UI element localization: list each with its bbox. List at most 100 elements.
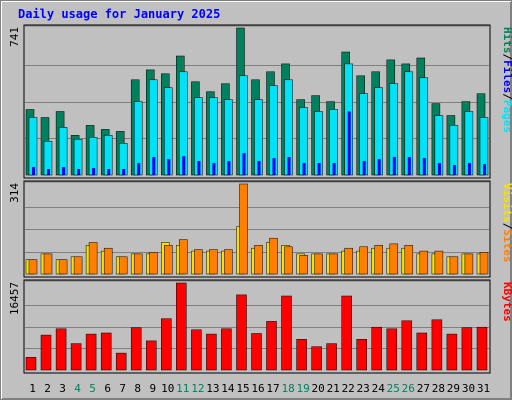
x-tick-label-day-3: 3: [59, 382, 66, 395]
x-tick-label-day-25: 25: [387, 382, 400, 395]
x-tick-label-day-23: 23: [357, 382, 370, 395]
legend-item-files: Files: [501, 60, 512, 93]
bar-pages-day-11: [182, 156, 186, 175]
bar-pages-day-12: [197, 161, 201, 175]
bar-pages-day-30: [467, 163, 471, 175]
x-tick-label-day-26: 26: [402, 382, 415, 395]
bar-kbytes-day-13: [206, 333, 217, 371]
x-tick-label-day-15: 15: [236, 382, 249, 395]
x-tick-label-day-18: 18: [281, 382, 294, 395]
legend-item-hits: Hits: [501, 27, 512, 54]
x-tick-label-day-28: 28: [432, 382, 445, 395]
bar-pages-day-16: [257, 161, 261, 175]
bar-kbytes-day-12: [191, 329, 202, 371]
bar-kbytes-day-23: [356, 339, 367, 371]
bar-pages-day-19: [302, 163, 306, 175]
bar-kbytes-day-15: [236, 294, 247, 371]
legend-hits-files-pages: Hits/Files/Pages: [501, 27, 512, 133]
bar-kbytes-day-26: [401, 320, 413, 371]
bar-kbytes-day-24: [371, 326, 382, 371]
legend-item-visits: Visits: [501, 183, 512, 223]
x-tick-label-day-24: 24: [372, 382, 386, 395]
x-tick-label-day-7: 7: [119, 382, 126, 395]
bar-kbytes-day-16: [251, 333, 262, 371]
x-tick-label-day-22: 22: [342, 382, 355, 395]
max-label-kbytes: 16457: [8, 282, 21, 315]
bar-sites-day-31: [479, 252, 489, 275]
bar-sites-day-26: [404, 245, 414, 275]
x-tick-label-day-1: 1: [29, 382, 36, 395]
bar-kbytes-day-3: [55, 328, 67, 371]
x-tick-label-day-12: 12: [191, 382, 204, 395]
x-tick-label-day-5: 5: [89, 382, 96, 395]
x-tick-label-day-16: 16: [251, 382, 264, 395]
bar-kbytes-day-30: [461, 327, 473, 371]
bar-pages-day-24: [377, 159, 381, 175]
bar-sites-day-15: [239, 183, 248, 275]
bar-sites-day-9: [149, 252, 158, 275]
bar-sites-day-5: [88, 242, 98, 275]
bar-kbytes-day-18: [281, 295, 292, 371]
bar-sites-day-23: [359, 246, 368, 275]
bar-sites-day-27: [419, 250, 429, 275]
x-tick-label-day-4: 4: [74, 382, 81, 395]
bar-kbytes-day-6: [100, 332, 112, 371]
bar-pages-day-4: [77, 169, 81, 175]
legend-separator: /: [501, 223, 512, 230]
max-label-visits-sites: 314: [8, 183, 21, 203]
bar-sites-day-16: [254, 245, 263, 275]
bar-pages-day-28: [437, 163, 441, 175]
bar-kbytes-day-19: [296, 339, 307, 371]
bar-sites-day-24: [374, 245, 383, 275]
bar-kbytes-day-4: [70, 343, 82, 371]
bar-pages-day-29: [452, 165, 456, 175]
x-tick-label-day-17: 17: [266, 382, 279, 395]
bar-pages-day-25: [392, 157, 396, 175]
bar-kbytes-day-2: [40, 334, 52, 371]
bar-kbytes-day-8: [130, 327, 142, 371]
bar-pages-day-14: [227, 161, 231, 175]
bar-sites-day-2: [43, 253, 53, 275]
bar-pages-day-6: [107, 169, 111, 175]
bar-sites-day-18: [284, 246, 293, 275]
bar-sites-day-29: [449, 256, 459, 275]
bar-kbytes-day-14: [221, 328, 232, 371]
x-tick-label-day-13: 13: [206, 382, 219, 395]
bar-pages-day-20: [317, 163, 321, 175]
bar-sites-day-11: [179, 239, 188, 275]
bar-sites-day-6: [103, 247, 113, 275]
x-tick-label-day-30: 30: [462, 382, 475, 395]
bar-pages-day-5: [92, 168, 96, 175]
x-tick-label-day-11: 11: [176, 382, 189, 395]
legend-item-pages: Pages: [501, 100, 512, 133]
bar-sites-day-22: [344, 247, 353, 275]
bar-sites-day-8: [133, 253, 143, 275]
bar-kbytes-day-29: [446, 333, 458, 371]
bar-kbytes-day-1: [25, 357, 37, 371]
bar-sites-day-19: [299, 255, 308, 275]
bar-kbytes-day-7: [115, 352, 127, 371]
legend-kbytes: KBytes: [501, 282, 512, 322]
bar-kbytes-day-20: [311, 346, 322, 371]
bar-kbytes-day-11: [176, 282, 187, 371]
chart-title: Daily usage for January 2025: [18, 7, 221, 21]
x-tick-label-day-14: 14: [221, 382, 235, 395]
x-tick-label-day-21: 21: [327, 382, 340, 395]
legend-separator: /: [501, 54, 512, 61]
x-tick-label-day-27: 27: [417, 382, 430, 395]
bar-sites-day-20: [314, 253, 323, 275]
bar-pages-day-27: [422, 158, 426, 175]
bar-sites-day-1: [28, 259, 38, 275]
bar-pages-day-15: [242, 153, 246, 175]
bar-pages-day-1: [32, 167, 35, 175]
bar-sites-day-10: [164, 245, 173, 275]
x-tick-label-day-8: 8: [134, 382, 141, 395]
bar-kbytes-day-17: [266, 321, 277, 371]
bar-sites-day-14: [224, 249, 233, 275]
x-tick-label-day-9: 9: [149, 382, 156, 395]
x-tick-label-day-31: 31: [477, 382, 490, 395]
bar-pages-day-26: [407, 157, 411, 175]
bar-kbytes-day-9: [146, 340, 157, 371]
bar-pages-day-23: [362, 161, 366, 175]
